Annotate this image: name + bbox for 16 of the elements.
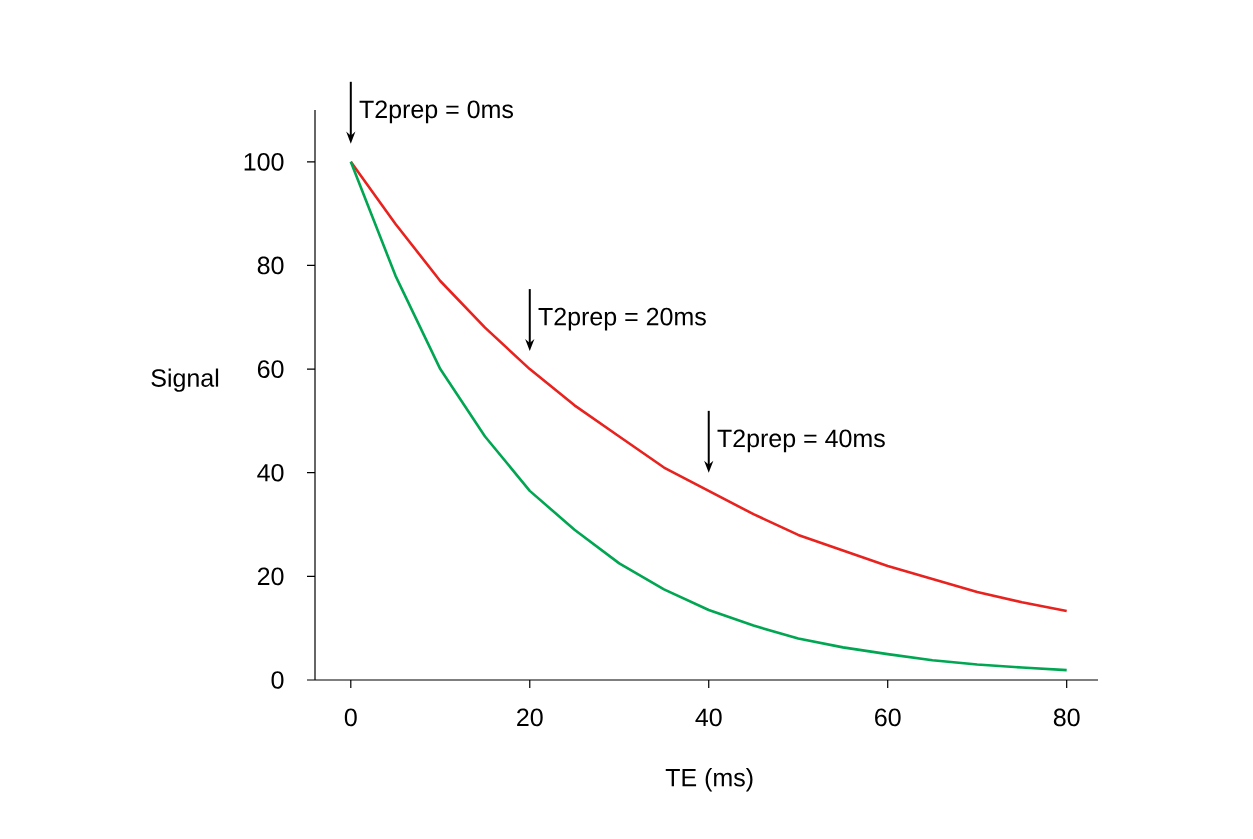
x-tick-label: 60: [875, 708, 901, 727]
annotation: T2prep = 20ms: [538, 307, 706, 331]
annotation: T2prep = 0ms: [359, 100, 513, 124]
y-tick-label: 40: [257, 463, 284, 482]
y-tick-label: 100: [244, 152, 284, 171]
y-tick-label: 80: [257, 256, 284, 275]
y-tick-label: 20: [257, 567, 284, 586]
x-axis-title: TE (ms): [665, 768, 753, 792]
x-tick-label: 40: [695, 708, 722, 727]
y-tick-label: 0: [271, 671, 284, 689]
x-tick-label: 80: [1053, 708, 1080, 727]
x-tick-label: 20: [517, 708, 543, 727]
annotation: T2prep = 40ms: [717, 429, 885, 453]
x-tick-label: 0: [344, 708, 357, 727]
y-tick-label: 60: [257, 360, 284, 378]
y-axis-title: Signal: [151, 368, 219, 392]
